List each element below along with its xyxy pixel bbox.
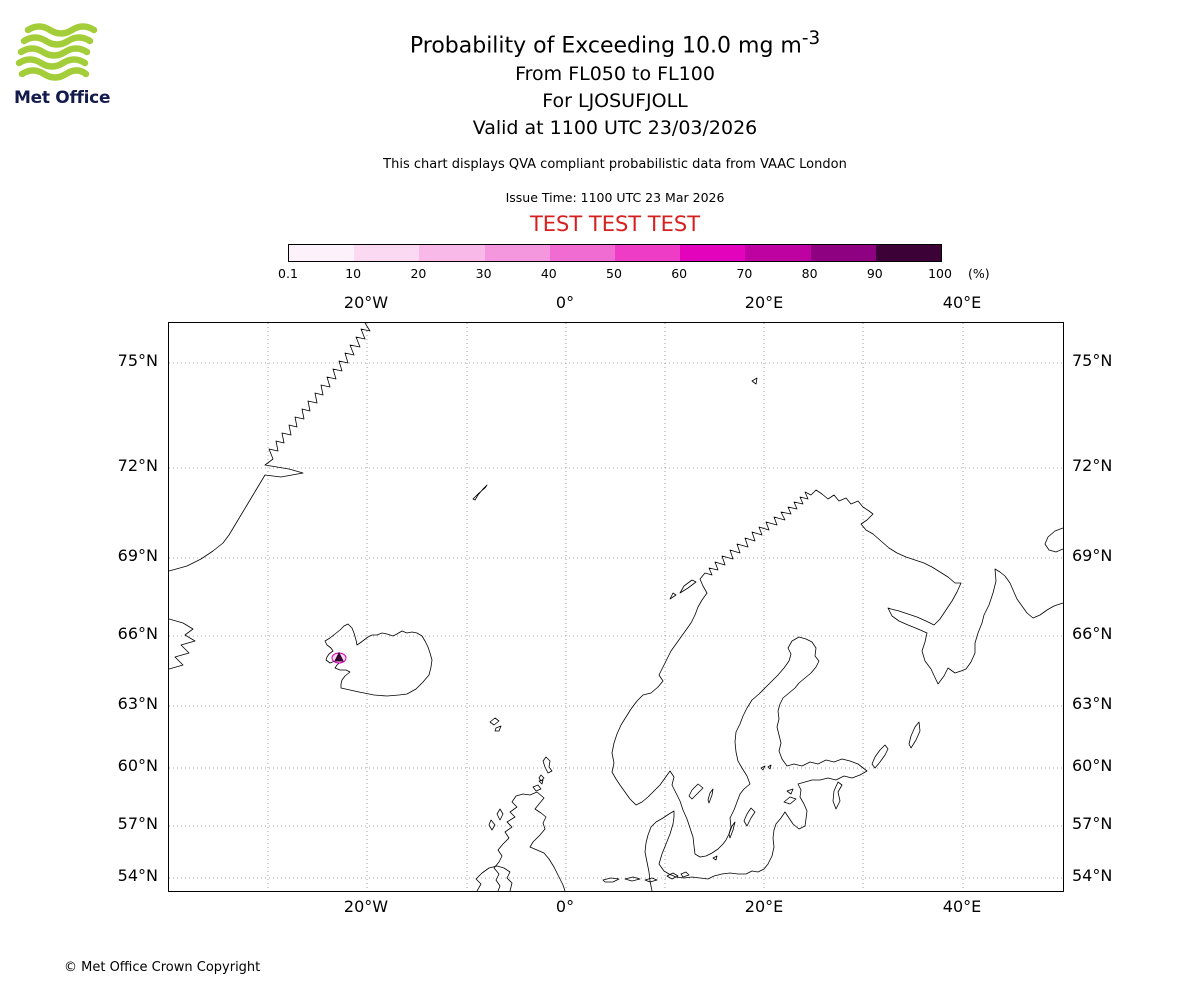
coastline-shetland <box>538 756 553 782</box>
coastline-bear-island <box>751 377 758 385</box>
colorbar-segment <box>484 245 550 261</box>
lat-label-right-66n: 66°N <box>1072 624 1113 643</box>
island-bornholm <box>712 855 718 861</box>
lat-label-right-72n: 72°N <box>1072 456 1113 475</box>
test-banner: TEST TEST TEST <box>529 212 701 237</box>
coastline-kolguyev <box>1044 527 1063 553</box>
probability-contour-area <box>331 651 347 664</box>
island-lofoten <box>669 579 697 600</box>
lake-vattern <box>707 788 714 804</box>
colorbar-tick-label: 60 <box>671 266 688 281</box>
lat-label-right-75n: 75°N <box>1072 351 1113 370</box>
coastline-orkney <box>532 779 544 792</box>
coastline-frisian-islands <box>602 876 658 883</box>
colorbar-segments <box>288 244 942 262</box>
lon-label-top-40e: 40°E <box>942 293 982 312</box>
met-office-logo: Met Office <box>14 22 134 108</box>
coastline-faroe-islands <box>489 717 502 732</box>
lon-label-bottom-0: 0° <box>555 897 575 916</box>
coastline-scotland-west <box>493 795 518 891</box>
lat-label-left-72n: 72°N <box>117 456 158 475</box>
coastline-greenland-east <box>169 323 371 572</box>
colorbar-tick-label: 0.1 <box>278 266 298 281</box>
colorbar-tick-label: 40 <box>540 266 557 281</box>
lat-label-left-60n: 60°N <box>117 756 158 775</box>
map-canvas <box>168 322 1064 892</box>
copyright-text: © Met Office Crown Copyright <box>64 960 261 975</box>
lake-peipus <box>832 781 843 810</box>
page-title: Probability of Exceeding 10.0 mg m-3 <box>409 28 821 59</box>
met-office-brand-text: Met Office <box>14 88 111 108</box>
colorbar-segment <box>875 245 942 261</box>
colorbar-segment <box>289 245 355 261</box>
met-office-waves-icon <box>15 23 98 81</box>
colorbar-tick-label: 70 <box>736 266 753 281</box>
lake-ladoga <box>871 744 889 769</box>
colorbar-tick-label: 80 <box>801 266 818 281</box>
colorbar-unit-label: (%) <box>968 266 990 281</box>
island-gotland <box>743 807 756 827</box>
coastline-scotland-east <box>515 791 566 891</box>
colorbar-segment <box>810 245 876 261</box>
lon-label-bottom-20w: 20°W <box>343 897 389 916</box>
lat-label-right-57n: 57°N <box>1072 814 1113 833</box>
coastline-ireland-north <box>475 865 513 891</box>
volcano-marker-icon <box>334 651 344 662</box>
colorbar-tick-label: 100 <box>928 266 952 281</box>
colorbar-ticks: 0.1 10 20 30 40 50 60 70 80 90 100 <box>278 266 952 282</box>
colorbar-segment <box>419 245 485 261</box>
colorbar-segment <box>549 245 616 261</box>
coastline-greenland-southeast <box>169 618 196 670</box>
lon-label-top-20e: 20°E <box>744 293 784 312</box>
coastlines <box>169 323 1063 891</box>
lon-label-top-0: 0° <box>555 293 575 312</box>
coastline-jan-mayen <box>472 484 488 501</box>
subtitle-volcano: For LJOSUFJOLL <box>542 90 688 113</box>
qva-note: This chart displays QVA compliant probab… <box>383 157 847 173</box>
subtitle-valid-time: Valid at 1100 UTC 23/03/2026 <box>472 117 758 140</box>
coastline-kola-white-sea <box>821 493 1063 685</box>
colorbar-segment <box>680 245 746 261</box>
lon-label-bottom-40e: 40°E <box>942 897 982 916</box>
lake-vanern <box>688 783 704 800</box>
grid-lines <box>169 323 1063 891</box>
lat-label-right-54n: 54°N <box>1072 866 1113 885</box>
island-oland <box>728 821 736 839</box>
coastline-scandinavia-baltic <box>611 489 868 891</box>
lat-label-right-69n: 69°N <box>1072 546 1113 565</box>
subtitle-flight-levels: From FL050 to FL100 <box>515 63 715 86</box>
lon-label-top-20w: 20°W <box>343 293 389 312</box>
colorbar-segment <box>615 245 681 261</box>
colorbar-tick-label: 90 <box>866 266 883 281</box>
island-zealand <box>666 871 690 880</box>
lat-label-left-54n: 54°N <box>117 866 158 885</box>
island-aland <box>760 764 772 771</box>
colorbar-tick-label: 50 <box>606 266 622 281</box>
colorbar-segment <box>745 245 811 261</box>
lat-label-left-75n: 75°N <box>117 351 158 370</box>
lat-label-right-60n: 60°N <box>1072 756 1113 775</box>
chart-header: Probability of Exceeding 10.0 mg m-3 Fro… <box>168 24 1062 237</box>
issue-time: Issue Time: 1100 UTC 23 Mar 2026 <box>505 190 725 206</box>
island-hiiumaa <box>786 788 794 795</box>
colorbar-segment <box>354 245 420 261</box>
lon-label-bottom-20e: 20°E <box>744 897 784 916</box>
island-saaremaa <box>783 796 797 805</box>
lat-label-left-57n: 57°N <box>117 814 158 833</box>
title-superscript: -3 <box>801 28 821 49</box>
lake-onega <box>908 721 921 749</box>
lat-label-left-66n: 66°N <box>117 624 158 643</box>
lat-label-right-63n: 63°N <box>1072 694 1113 713</box>
colorbar-tick-label: 20 <box>410 266 427 281</box>
coastline-hebrides <box>488 808 504 831</box>
lat-label-left-63n: 63°N <box>117 694 158 713</box>
colorbar-tick-label: 30 <box>475 266 492 281</box>
lat-label-left-69n: 69°N <box>117 546 158 565</box>
colorbar-tick-label: 10 <box>345 266 362 281</box>
